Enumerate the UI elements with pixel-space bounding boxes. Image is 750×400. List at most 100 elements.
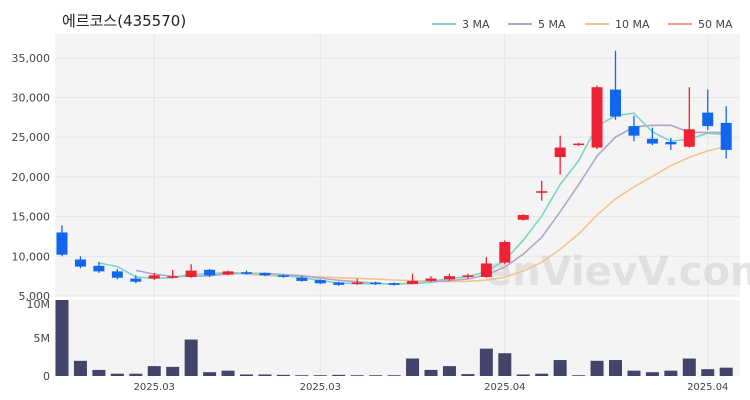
candle xyxy=(388,282,400,286)
date-tick-label: 2025.04 xyxy=(484,382,525,393)
candle-body xyxy=(277,275,289,277)
candle xyxy=(536,180,548,201)
volume-bar xyxy=(166,366,180,376)
candle xyxy=(702,89,714,131)
candle-body xyxy=(517,215,529,220)
candle xyxy=(683,87,695,148)
watermark: enVievV.com xyxy=(485,249,750,295)
volume-bar xyxy=(92,369,106,376)
candle-body xyxy=(204,269,216,276)
price-tick-label: 20,000 xyxy=(12,171,51,184)
volume-bar xyxy=(203,372,217,376)
volume-bar xyxy=(627,370,641,376)
volume-bar xyxy=(719,367,733,376)
volume-tick-label: 10M xyxy=(27,298,51,311)
volume-bar xyxy=(258,374,272,376)
candle xyxy=(277,274,289,278)
volume-bars xyxy=(55,300,733,376)
candle-body xyxy=(241,272,252,274)
price-tick-label: 35,000 xyxy=(12,52,51,65)
candle xyxy=(480,257,492,278)
candle-body xyxy=(462,275,474,277)
date-axis-ticks: 2025.03 2025.03 2025.04 2025.04 xyxy=(134,382,729,393)
price-panel-background xyxy=(55,34,740,296)
candle xyxy=(573,142,585,146)
price-tick-label: 5,000 xyxy=(19,290,51,303)
candle-body xyxy=(333,282,345,285)
volume-tick-label: 0 xyxy=(43,370,50,383)
candle-body xyxy=(480,263,492,277)
legend-item: 10 MA xyxy=(585,18,650,31)
candle-body xyxy=(683,129,695,147)
candle xyxy=(646,127,658,146)
volume-bar xyxy=(110,373,124,376)
candle xyxy=(204,269,216,277)
legend-item: 3 MA xyxy=(432,18,490,31)
candle-body xyxy=(443,276,455,280)
volume-bar xyxy=(369,375,383,376)
candle xyxy=(425,276,437,282)
volume-bar xyxy=(516,374,530,376)
candle-body xyxy=(56,232,68,255)
candle-body xyxy=(296,277,308,281)
volume-bar xyxy=(553,360,567,376)
candle-body xyxy=(536,191,548,193)
candle xyxy=(93,261,105,273)
candle xyxy=(296,276,308,282)
volume-bar xyxy=(442,366,456,376)
legend: 3 MA 5 MA 10 MA 50 MA xyxy=(432,18,733,31)
price-axis-ticks: 35,000 30,000 25,000 20,000 15,000 10,000 5,00… xyxy=(12,52,51,303)
candle-body xyxy=(665,141,677,145)
candle xyxy=(56,225,68,257)
price-tick-label: 10,000 xyxy=(12,250,51,263)
volume-bar xyxy=(590,360,604,376)
date-tick-label: 2025.03 xyxy=(300,382,341,393)
candles xyxy=(56,50,732,286)
candle-body xyxy=(167,276,179,278)
volume-bar xyxy=(276,374,290,376)
volume-bar xyxy=(184,339,198,376)
volume-bar xyxy=(313,375,327,376)
volume-bar xyxy=(664,370,678,376)
candle-body xyxy=(628,126,640,136)
candle-body xyxy=(185,270,197,277)
candle-body xyxy=(93,265,105,272)
volume-bar xyxy=(295,375,309,376)
volume-bar xyxy=(387,375,401,376)
volume-bar xyxy=(572,375,586,376)
candle xyxy=(554,135,566,175)
legend-label: 10 MA xyxy=(615,18,650,31)
volume-axis-ticks: 10M 5M 0 xyxy=(27,298,51,383)
volume-bar xyxy=(129,373,143,376)
volume-bar xyxy=(406,358,420,376)
candle-body xyxy=(130,278,142,282)
volume-bar xyxy=(240,374,253,376)
candle xyxy=(462,273,474,279)
candle xyxy=(407,273,419,285)
candle-body xyxy=(573,143,585,146)
candle-body xyxy=(499,242,511,263)
legend-item: 5 MA xyxy=(508,18,566,31)
date-tick-label: 2025.04 xyxy=(687,382,728,393)
candle-body xyxy=(222,271,234,275)
candle-body xyxy=(720,122,732,150)
candle xyxy=(259,272,271,277)
volume-bar xyxy=(73,360,87,376)
volume-panel-background xyxy=(55,300,740,376)
candle xyxy=(720,106,732,159)
legend-label: 5 MA xyxy=(538,18,566,31)
candle-body xyxy=(351,282,363,285)
candle-body xyxy=(646,138,658,144)
candle-body xyxy=(314,280,326,284)
candle-body xyxy=(148,275,160,279)
candle-body xyxy=(407,280,419,285)
price-tick-label: 30,000 xyxy=(12,92,51,105)
candle xyxy=(241,270,252,275)
candle xyxy=(591,85,603,150)
candle-body xyxy=(425,278,437,281)
volume-bar xyxy=(147,366,161,376)
candle xyxy=(610,50,621,120)
volume-bar xyxy=(424,369,438,376)
candle xyxy=(222,270,234,276)
